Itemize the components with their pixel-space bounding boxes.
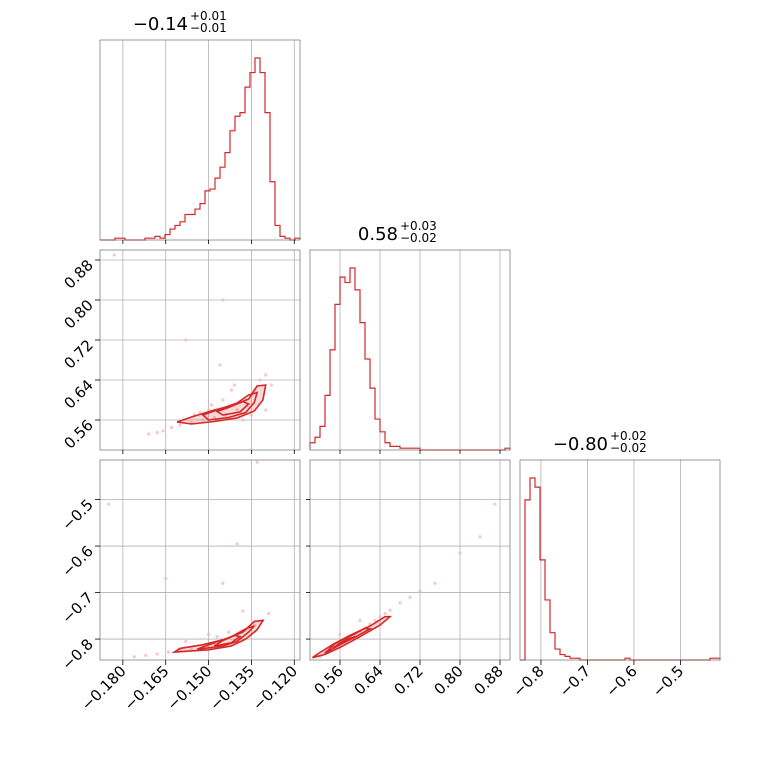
x-tick-label: 0.64 — [350, 662, 386, 698]
param-title-1-value: −0.14 — [133, 14, 188, 35]
scatter-point-p1-p3 — [144, 654, 147, 657]
scatter-point-p2-p3 — [458, 551, 461, 554]
tick-layer: −0.180−0.165−0.150−0.135−0.120 0.56 0.64 0.… — [58, 240, 687, 714]
title-layer: −0.14 +0.01−0.010.58 +0.03−0.02−0.80 +0.02−… — [133, 9, 647, 455]
y-tick-label: −0.5 — [58, 496, 96, 534]
scatter-point-p1-p2 — [156, 431, 159, 434]
scatter-point-p1-p2 — [113, 253, 116, 256]
scatter-point-p1-p2 — [264, 373, 267, 376]
y-tick-label: 0.56 — [60, 416, 96, 452]
x-tick-label: −0.6 — [602, 662, 640, 700]
frame-layer — [100, 40, 720, 660]
param-title-3-minus: −0.02 — [610, 441, 647, 455]
y-tick-label: −0.7 — [58, 589, 96, 627]
scatter-point-p2-p3 — [338, 633, 341, 636]
scatter-point-p1-p2 — [221, 298, 224, 301]
scatter-point-p1-p3 — [184, 640, 187, 643]
param-title-2-value: 0.58 — [358, 224, 398, 245]
scatter-point-p1-p3 — [221, 582, 224, 585]
data-layer — [100, 58, 720, 660]
scatter-point-p1-p2 — [233, 383, 236, 386]
scatter-point-p1-p3 — [107, 503, 110, 506]
scatter-point-p1-p2 — [230, 388, 233, 391]
scatter-point-p1-p2 — [147, 432, 150, 435]
scatter-point-p2-p3 — [418, 590, 421, 593]
panel-frame — [100, 460, 300, 660]
scatter-point-p2-p3 — [493, 503, 496, 506]
scatter-point-p1-p3 — [267, 612, 270, 615]
y-tick-label: 0.88 — [60, 256, 96, 292]
scatter-point-p1-p3 — [164, 577, 167, 580]
scatter-point-p1-p3 — [236, 542, 239, 545]
scatter-point-p1-p3 — [133, 655, 136, 658]
scatter-point-p2-p3 — [388, 609, 391, 612]
x-tick-label: −0.165 — [121, 662, 173, 714]
scatter-point-p2-p3 — [383, 612, 386, 615]
x-tick-label: −0.5 — [649, 662, 687, 700]
scatter-point-p1-p3 — [241, 610, 244, 613]
x-tick-label: 0.56 — [310, 662, 346, 698]
x-tick-label: 0.80 — [430, 662, 466, 698]
scatter-point-p1-p2 — [218, 363, 221, 366]
scatter-point-p1-p2 — [250, 413, 253, 416]
scatter-point-p2-p3 — [478, 535, 481, 538]
scatter-point-p1-p3 — [167, 650, 170, 653]
x-tick-label: 0.72 — [390, 662, 426, 698]
x-tick-label: −0.8 — [509, 662, 547, 700]
x-tick-label: −0.150 — [163, 662, 215, 714]
param-title-3-value: −0.80 — [553, 434, 608, 455]
scatter-point-p1-p2 — [178, 423, 181, 426]
param-title-2-minus: −0.02 — [400, 231, 437, 245]
scatter-point-p2-p3 — [433, 582, 436, 585]
scatter-point-p1-p3 — [207, 633, 210, 636]
param-title-1-minus: −0.01 — [190, 21, 227, 35]
scatter-point-p1-p2 — [210, 403, 213, 406]
scatter-point-p1-p2 — [264, 408, 267, 411]
y-tick-label: 0.72 — [60, 336, 96, 372]
scatter-point-p1-p2 — [221, 398, 224, 401]
scatter-point-p1-p2 — [241, 418, 244, 421]
scatter-point-p1-p2 — [270, 383, 273, 386]
scatter-point-p1-p2 — [184, 338, 187, 341]
x-tick-label: −0.135 — [206, 662, 258, 714]
scatter-point-p1-p3 — [256, 461, 259, 464]
scatter-point-p1-p3 — [227, 630, 230, 633]
scatter-point-p1-p3 — [216, 635, 219, 638]
scatter-point-p2-p3 — [408, 596, 411, 599]
x-tick-label: 0.88 — [470, 662, 506, 698]
y-tick-label: 0.80 — [60, 296, 96, 332]
histogram-3 — [520, 478, 720, 660]
grid-layer — [100, 40, 680, 660]
scatter-point-p1-p2 — [258, 378, 261, 381]
y-tick-label: 0.64 — [60, 376, 96, 412]
scatter-point-p1-p3 — [156, 652, 159, 655]
scatter-point-p1-p2 — [170, 426, 173, 429]
scatter-point-p2-p3 — [378, 615, 381, 618]
histogram-1 — [100, 58, 300, 240]
scatter-point-p2-p3 — [398, 601, 401, 604]
y-tick-label: −0.8 — [58, 635, 96, 673]
x-tick-label: −0.7 — [556, 662, 594, 700]
scatter-point-p2-p3 — [358, 619, 361, 622]
x-tick-label: −0.180 — [78, 662, 130, 714]
x-tick-label: −0.120 — [249, 662, 301, 714]
y-tick-label: −0.6 — [58, 542, 96, 580]
scatter-point-p1-p2 — [161, 429, 164, 432]
